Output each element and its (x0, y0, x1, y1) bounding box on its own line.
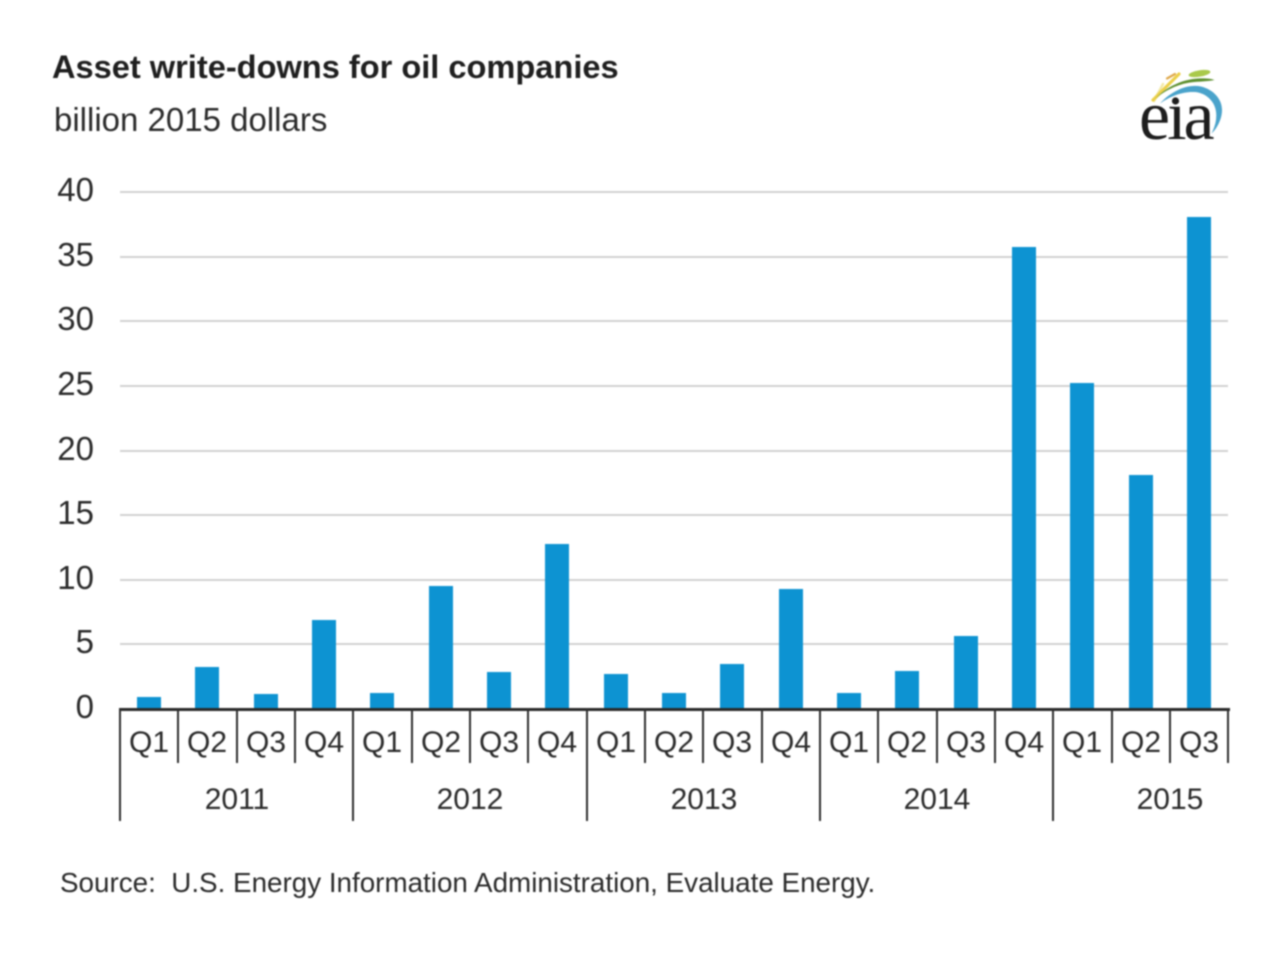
svg-text:eıa: eıa (1139, 78, 1215, 155)
